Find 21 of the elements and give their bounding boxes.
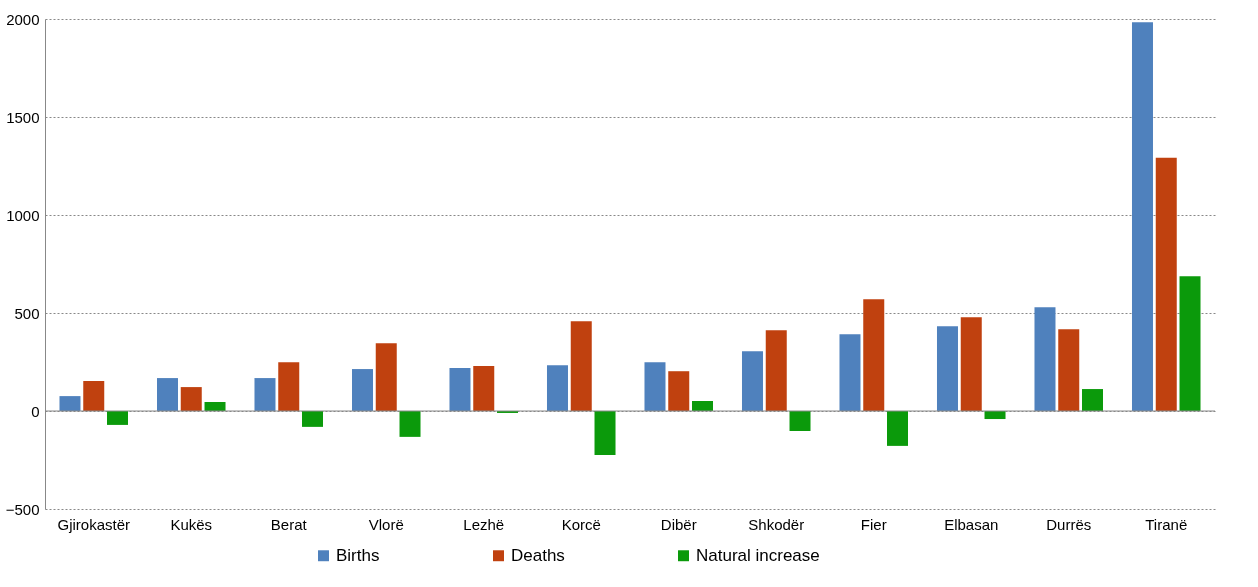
y-tick-label: −500 bbox=[5, 500, 40, 518]
x-tick-label: Durrës bbox=[1046, 515, 1092, 533]
y-tick-label: 0 bbox=[31, 402, 40, 420]
x-tick-label: Elbasan bbox=[944, 515, 999, 533]
y-tick-label: 1000 bbox=[6, 206, 40, 224]
x-tick-label: Kukës bbox=[170, 515, 213, 533]
x-tick-label: Tiranë bbox=[1145, 515, 1188, 533]
x-tick-label: Shkodër bbox=[748, 515, 805, 533]
y-tick-label: 500 bbox=[14, 304, 40, 322]
x-tick-label: Korcë bbox=[561, 515, 601, 533]
x-tick-label: Gjirokastër bbox=[57, 515, 131, 533]
x-tick-label: Vlorë bbox=[368, 515, 404, 533]
y-tick-label: 1500 bbox=[6, 108, 40, 126]
x-tick-label: Berat bbox=[270, 515, 308, 533]
legend-label: Deaths bbox=[511, 545, 565, 565]
legend-label: Births bbox=[336, 545, 380, 565]
x-tick-label: Lezhë bbox=[463, 515, 505, 533]
legend-label: Natural increase bbox=[696, 545, 820, 565]
x-tick-label: Dibër bbox=[660, 515, 697, 533]
y-tick-label: 2000 bbox=[6, 10, 40, 28]
x-tick-label: Fier bbox=[860, 515, 887, 533]
